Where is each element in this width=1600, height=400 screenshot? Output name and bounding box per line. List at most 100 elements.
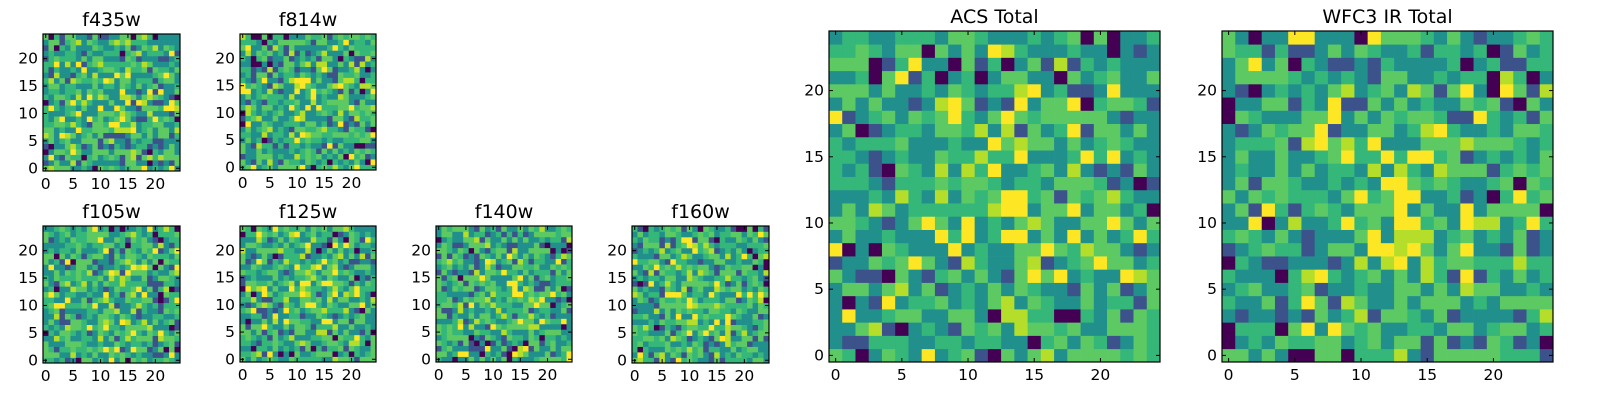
heatmap-cell <box>354 329 361 336</box>
x-tick-label: 0 <box>831 366 841 384</box>
heatmap-cell <box>327 121 333 127</box>
heatmap-cell <box>43 66 49 73</box>
heatmap-cell <box>125 308 132 315</box>
heatmap-cell <box>114 88 121 95</box>
heatmap-cell <box>1107 216 1121 230</box>
heatmap-cell <box>267 269 273 276</box>
heatmap-cell <box>337 110 344 116</box>
heatmap-cell <box>250 34 257 40</box>
heatmap-cell <box>261 323 268 330</box>
heatmap-cell <box>474 236 480 243</box>
heatmap-cell <box>70 253 77 260</box>
heatmap-cell <box>484 280 491 287</box>
heatmap-cell <box>114 346 121 353</box>
heatmap-cell <box>703 231 710 238</box>
heatmap-cell <box>566 296 573 303</box>
heatmap-cell <box>250 264 257 270</box>
heatmap-cell <box>332 247 339 254</box>
heatmap-cell <box>136 236 142 243</box>
heatmap-cell <box>730 269 737 276</box>
heatmap-cell <box>305 313 312 319</box>
heatmap-cell <box>763 346 770 353</box>
heatmap-cell <box>141 105 148 112</box>
heatmap-cell <box>868 229 883 244</box>
x-tick-label: 5 <box>657 367 667 385</box>
heatmap-cell <box>555 318 562 325</box>
heatmap-cell <box>152 264 159 271</box>
heatmap-cell <box>365 39 371 46</box>
heatmap-cell <box>92 280 99 287</box>
heatmap-cell <box>708 275 715 282</box>
heatmap-cell <box>895 189 909 204</box>
heatmap-cell <box>299 34 306 40</box>
heatmap-cell <box>125 66 132 73</box>
heatmap-cell <box>632 324 638 331</box>
heatmap-cell <box>747 330 753 336</box>
heatmap-cell <box>675 280 682 287</box>
heatmap-cell <box>119 269 126 276</box>
heatmap-cell <box>441 329 448 336</box>
heatmap-cell <box>108 143 115 150</box>
heatmap-cell <box>895 282 909 297</box>
heatmap-cell <box>1513 216 1527 230</box>
heatmap-cell <box>43 39 49 46</box>
heatmap-cell <box>158 55 164 62</box>
heatmap-cell <box>1093 309 1108 323</box>
heatmap-cell <box>961 176 975 191</box>
y-tick-label: 5 <box>28 132 38 150</box>
heatmap-cell <box>566 285 573 292</box>
heatmap-cell <box>53 226 60 232</box>
heatmap-cell <box>561 307 567 314</box>
heatmap-cell <box>141 264 148 271</box>
heatmap-cell <box>136 66 142 73</box>
heatmap-cell <box>59 346 66 353</box>
heatmap-cell <box>908 136 923 151</box>
axes-frame <box>42 33 181 172</box>
heatmap-cell <box>152 319 159 325</box>
heatmap-cell <box>53 66 60 73</box>
heatmap-cell <box>528 269 535 276</box>
heatmap-cell <box>1486 295 1501 310</box>
heatmap-cell <box>256 66 263 73</box>
heatmap-cell <box>468 231 475 238</box>
heatmap-cell <box>664 226 671 232</box>
heatmap-cell <box>659 280 666 287</box>
heatmap-cell <box>1027 31 1042 45</box>
heatmap-cell <box>48 83 55 90</box>
heatmap-cell <box>961 216 975 230</box>
heatmap-cell <box>365 318 371 325</box>
heatmap-cell <box>370 126 377 133</box>
heatmap-cell <box>261 329 268 336</box>
heatmap-cell <box>1473 335 1488 350</box>
heatmap-cell <box>103 335 110 342</box>
heatmap-cell <box>359 253 366 259</box>
heatmap-cell <box>365 345 371 352</box>
heatmap-cell <box>1513 256 1527 270</box>
heatmap-cell <box>337 291 344 298</box>
heatmap-cell <box>697 341 704 347</box>
heatmap-cell <box>637 258 644 265</box>
heatmap-cell <box>343 253 350 259</box>
heatmap-cell <box>697 313 704 320</box>
heatmap-cell <box>256 72 263 78</box>
heatmap-cell <box>119 88 126 95</box>
heatmap-cell <box>908 97 923 111</box>
heatmap-cell <box>632 236 638 243</box>
heatmap-cell <box>686 291 693 298</box>
heatmap-cell <box>267 137 273 144</box>
heatmap-cell <box>463 334 469 341</box>
heatmap-cell <box>64 127 71 133</box>
heatmap-cell <box>468 345 475 352</box>
heatmap-cell <box>1314 309 1329 323</box>
heatmap-cell <box>1093 163 1108 177</box>
heatmap-cell <box>895 335 909 350</box>
heatmap-cell <box>561 334 567 341</box>
heatmap-cell <box>1394 203 1408 217</box>
heatmap-cell <box>653 226 660 232</box>
heatmap-cell <box>97 335 104 342</box>
heatmap-cell <box>501 231 508 238</box>
heatmap-cell <box>343 247 350 254</box>
heatmap-cell <box>1486 189 1501 204</box>
heatmap-cell <box>544 253 551 259</box>
